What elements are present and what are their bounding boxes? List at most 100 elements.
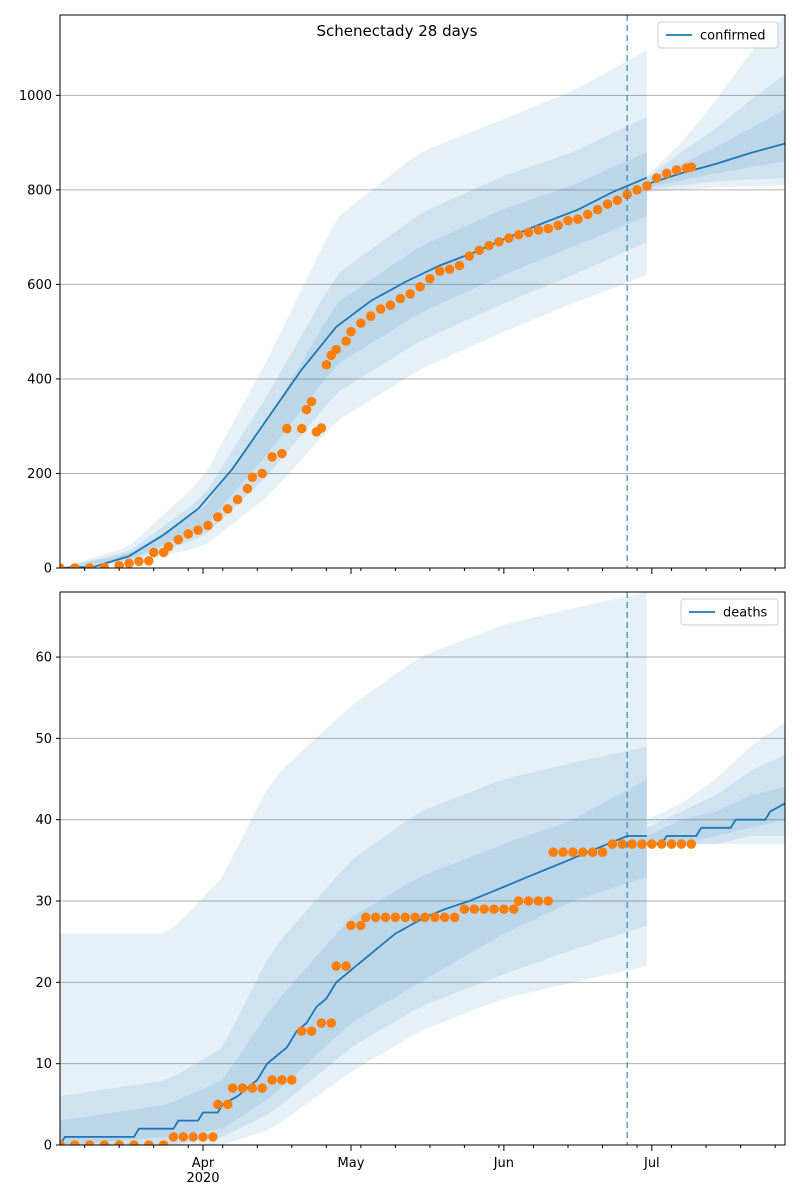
observed-point (321, 359, 332, 370)
observed-point (267, 452, 277, 462)
observed-point (257, 1083, 268, 1093)
x-year-label: 2020 (186, 1171, 219, 1186)
observed-point (513, 896, 524, 906)
observed-point (129, 1140, 139, 1145)
axes-frame (59, 591, 786, 1146)
observed-point (124, 558, 134, 568)
observed-point (360, 912, 371, 923)
observed-point (400, 912, 411, 923)
observed-point (222, 1099, 233, 1110)
observed-point (390, 912, 401, 923)
observed-point (99, 562, 110, 568)
observed-point (563, 215, 573, 226)
y-tick-label: 60 (35, 651, 52, 666)
observed-point (548, 847, 558, 858)
uncertainty-band (646, 722, 785, 845)
observed-point (242, 483, 253, 494)
observed-point (543, 223, 554, 234)
observed-point (213, 512, 223, 522)
observed-point (489, 904, 499, 914)
observed-point (568, 847, 578, 858)
observed-point (301, 404, 312, 415)
observed-point (316, 423, 327, 433)
legend-label: deaths (723, 606, 768, 621)
observed-point (213, 1099, 223, 1110)
observed-point (208, 1132, 218, 1142)
observed-point (183, 529, 194, 539)
observed-point (247, 1083, 258, 1093)
observed-point (237, 1083, 248, 1093)
observed-point (642, 181, 652, 191)
observed-point (282, 423, 292, 434)
observed-point (686, 839, 697, 849)
uncertainty-band (646, 109, 785, 188)
y-tick-label: 50 (35, 732, 52, 747)
observed-point (168, 1132, 179, 1142)
observed-point (227, 1083, 238, 1093)
observed-point (602, 199, 613, 209)
observed-point (114, 560, 124, 568)
observed-point (84, 1140, 95, 1145)
observed-point (287, 1075, 297, 1085)
observed-point (222, 504, 233, 514)
observed-point (232, 494, 243, 505)
observed-point (676, 839, 687, 849)
observed-point (420, 912, 430, 923)
legend: deaths (680, 598, 779, 626)
observed-point (553, 220, 563, 231)
observed-point (99, 1140, 110, 1145)
observed-point (513, 229, 524, 240)
y-tick-label: 40 (35, 813, 52, 828)
x-tick-label: Apr (192, 1156, 215, 1171)
observed-point (622, 189, 632, 200)
y-tick-label: 200 (27, 467, 52, 482)
observed-point (543, 896, 554, 906)
observed-point (607, 839, 618, 849)
model-line-projection (646, 142, 785, 186)
legend-box (680, 598, 779, 626)
x-tick-label: May (338, 1156, 365, 1171)
observed-point (632, 185, 642, 195)
legend: confirmed (657, 21, 779, 49)
observed-point (499, 904, 509, 914)
observed-point (558, 847, 568, 858)
y-tick-label: 30 (35, 895, 52, 910)
legend-label: confirmed (700, 29, 766, 44)
observed-point (484, 240, 494, 251)
uncertainty-band (646, 74, 785, 190)
observed-point (375, 304, 386, 314)
chart-title: Schenectady 28 days (317, 22, 478, 40)
observed-point (661, 168, 672, 179)
uncertainty-band (60, 152, 647, 568)
observed-point (277, 448, 287, 459)
observed-point (592, 204, 603, 215)
observed-point (415, 281, 425, 292)
observed-point (326, 1018, 337, 1028)
observed-point (277, 1075, 287, 1085)
observed-point (365, 311, 376, 321)
plot-area (60, 15, 785, 568)
observed-point (454, 260, 465, 271)
observed-point (582, 209, 593, 220)
observed-point (247, 472, 258, 483)
observed-point (439, 912, 450, 923)
observed-point (523, 896, 534, 906)
y-tick-label: 600 (27, 278, 52, 293)
observed-point (331, 344, 341, 355)
observed-point (671, 165, 682, 175)
observed-point (143, 556, 154, 566)
observed-point (573, 214, 583, 224)
axes-frame (59, 14, 786, 569)
observed-point (306, 1026, 317, 1036)
observed-point (306, 396, 317, 407)
observed-point (370, 912, 381, 923)
y-tick-label: 1000 (19, 89, 52, 104)
observed-point (459, 904, 470, 914)
observed-point (296, 423, 307, 434)
observed-point (188, 1132, 198, 1142)
observed-point (203, 520, 213, 531)
x-tick-label: Jun (493, 1156, 514, 1171)
observed-point (587, 847, 598, 858)
